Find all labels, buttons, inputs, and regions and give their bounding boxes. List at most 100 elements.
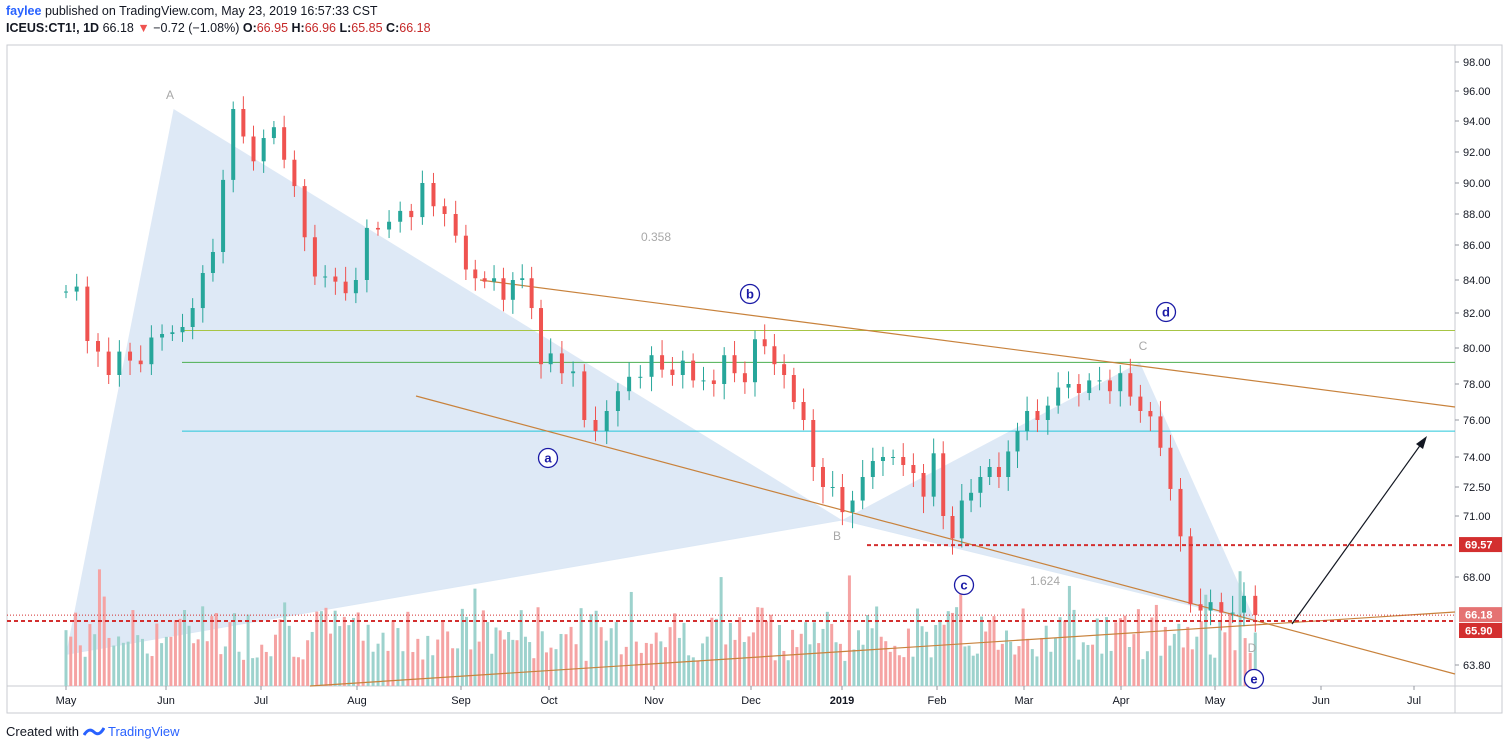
volume-bar [446, 631, 450, 686]
volume-bar [549, 647, 553, 686]
candle-body [791, 375, 796, 402]
price-badge [1459, 537, 1502, 553]
volume-bar [1141, 659, 1145, 686]
volume-bar [1127, 647, 1131, 686]
volume-bar [1208, 654, 1212, 686]
volume-bar [169, 636, 173, 686]
candle-body [210, 252, 215, 273]
tradingview-logo-icon [82, 726, 105, 736]
volume-bar [136, 635, 140, 686]
volume-bar [117, 636, 121, 686]
volume-bar [663, 647, 667, 686]
candle-body [1128, 373, 1133, 397]
volume-bar [701, 643, 705, 686]
x-axis-tick-label: Sep [451, 695, 471, 707]
volume-bar [278, 619, 282, 686]
volume-bar [791, 629, 795, 686]
candle-body [811, 420, 816, 467]
candle-body [978, 477, 983, 493]
volume-bar [843, 660, 847, 686]
candle-body [1198, 604, 1203, 611]
volume-bar [1077, 659, 1081, 686]
candle-body [820, 467, 825, 487]
volume-bar [465, 616, 469, 686]
y-axis-tick-label: 98.00 [1463, 57, 1491, 69]
volume-bar [1081, 642, 1085, 686]
volume-bar [1159, 655, 1163, 686]
volume-bar [469, 649, 473, 686]
volume-bar [511, 639, 515, 686]
volume-bar [1223, 632, 1227, 686]
volume-bar [477, 641, 481, 686]
candle-body [343, 281, 348, 294]
volume-bar [756, 607, 760, 686]
volume-bar [544, 652, 548, 686]
candle-body [1138, 396, 1143, 411]
tradingview-logo[interactable]: TradingView [82, 724, 180, 739]
volume-bar [980, 616, 984, 686]
volume-bar [515, 640, 519, 686]
volume-bar [456, 648, 460, 686]
volume-bar [830, 623, 834, 686]
volume-bar [996, 649, 1000, 686]
volume-bar [963, 646, 967, 686]
volume-bar [724, 644, 728, 686]
x-axis-tick-label: Jul [1407, 695, 1421, 707]
candle-body [670, 369, 675, 375]
candle-body [969, 492, 974, 501]
volume-bar [1213, 657, 1217, 686]
candle-body [292, 159, 297, 187]
volume-bar [396, 628, 400, 686]
volume-bar [897, 655, 901, 686]
candle-body [364, 227, 369, 280]
volume-bar [1238, 571, 1242, 686]
volume-bar [150, 656, 154, 686]
volume-bar [594, 610, 598, 686]
volume-bar [668, 627, 672, 686]
volume-bar [502, 639, 506, 686]
volume-bar [609, 628, 613, 686]
volume-bar [696, 660, 700, 686]
volume-bar [411, 652, 415, 686]
volume-bar [988, 620, 992, 686]
volume-bar [1204, 594, 1208, 686]
candle-body [941, 453, 946, 516]
y-axis-tick-label: 82.00 [1463, 308, 1491, 320]
volume-bar [342, 616, 346, 686]
candle-body [732, 355, 737, 374]
volume-bar [1168, 645, 1172, 686]
volume-bar [564, 634, 568, 686]
author-name[interactable]: faylee [6, 4, 42, 18]
candle-body [1035, 411, 1040, 420]
candle-body [251, 136, 256, 162]
volume-bar [673, 613, 677, 686]
volume-bar [1053, 638, 1057, 686]
volume-bar [808, 644, 812, 686]
candle-body [762, 339, 767, 347]
volume-bar [687, 655, 691, 686]
volume-bar [260, 644, 264, 686]
volume-bar [1026, 638, 1030, 686]
volume-bar [338, 626, 342, 686]
candle-body [138, 360, 143, 365]
candle-body [420, 183, 425, 218]
publish-info: published on TradingView.com, May 23, 20… [44, 4, 378, 18]
candle-body [891, 457, 896, 458]
volume-bar [324, 607, 328, 686]
volume-bar [366, 624, 370, 686]
x-axis-tick-label: Aug [347, 695, 367, 707]
volume-bar [1186, 626, 1190, 686]
volume-bar [1035, 656, 1039, 686]
volume-bar [559, 633, 563, 686]
volume-bar [97, 569, 101, 686]
volume-bar [371, 651, 375, 686]
candle-body [1219, 602, 1224, 613]
volume-bar [329, 633, 333, 686]
x-axis-tick-label: Jun [1312, 695, 1330, 707]
volume-bar [528, 642, 532, 686]
candle-body [772, 346, 777, 365]
volume-bar [1181, 647, 1185, 686]
volume-bar [773, 660, 777, 686]
volume-bar [83, 656, 87, 686]
